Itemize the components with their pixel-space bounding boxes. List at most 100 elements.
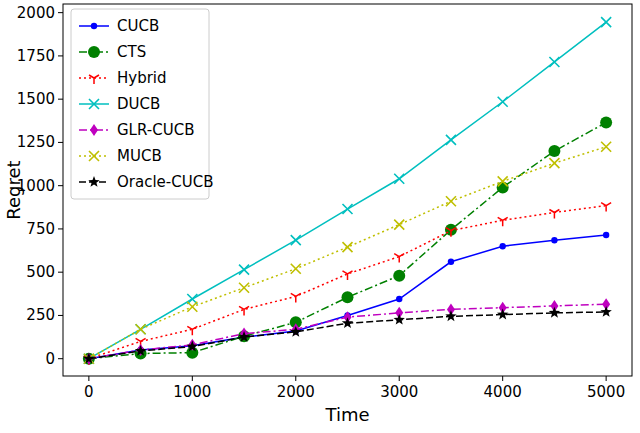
data-point — [448, 259, 454, 265]
data-point — [549, 57, 559, 67]
y-tick-label: 2000 — [17, 4, 55, 22]
data-point — [548, 145, 560, 157]
data-point — [394, 314, 405, 325]
data-point — [445, 224, 457, 236]
data-point — [446, 228, 456, 237]
x-tick-label: 2000 — [277, 383, 315, 401]
chart: 0100020003000400050000250500750100012501… — [0, 0, 640, 433]
data-point — [342, 317, 353, 328]
data-point — [601, 203, 611, 212]
y-tick — [58, 55, 63, 56]
legend-marker — [88, 46, 100, 58]
y-tick — [58, 142, 63, 143]
x-tick — [502, 376, 503, 381]
data-point — [136, 324, 146, 334]
series-line — [89, 304, 606, 359]
data-point — [549, 158, 559, 168]
data-point — [239, 306, 249, 315]
data-point — [601, 17, 611, 27]
series-line — [89, 147, 606, 359]
y-tick — [58, 272, 63, 273]
y-tick-label: 1750 — [17, 47, 55, 65]
y-tick — [58, 228, 63, 229]
legend-marker — [90, 124, 98, 136]
series-line — [89, 312, 606, 359]
data-point — [187, 341, 198, 352]
data-point — [551, 237, 557, 243]
x-tick-label: 3000 — [380, 383, 418, 401]
plot-frame — [63, 4, 632, 376]
legend-label: CTS — [117, 43, 146, 61]
y-tick — [58, 185, 63, 186]
data-point — [291, 293, 301, 302]
x-tick-label: 1000 — [173, 383, 211, 401]
x-tick-label: 4000 — [484, 383, 522, 401]
y-tick — [58, 315, 63, 316]
data-point — [343, 271, 353, 280]
legend-label: DUCB — [117, 95, 160, 113]
legend-label: GLR-CUCB — [117, 121, 194, 139]
legend-marker — [91, 23, 97, 29]
x-tick — [606, 376, 607, 381]
data-point — [498, 176, 508, 186]
data-point — [394, 254, 404, 263]
data-point — [396, 296, 402, 302]
legend-marker — [88, 176, 99, 187]
data-point — [499, 243, 505, 249]
data-point — [393, 270, 405, 282]
y-tick-label: 500 — [26, 263, 55, 281]
y-tick-label: 750 — [26, 220, 55, 238]
data-point — [136, 324, 146, 334]
data-point — [343, 204, 353, 214]
data-point — [549, 209, 559, 218]
data-point — [290, 326, 301, 337]
legend-label: CUCB — [117, 17, 159, 35]
data-point — [291, 264, 301, 274]
data-point — [135, 345, 146, 356]
series-line — [89, 206, 606, 359]
y-tick-label: 1500 — [17, 90, 55, 108]
data-point — [187, 326, 197, 335]
legend-label: MUCB — [117, 147, 162, 165]
data-point — [600, 117, 612, 129]
y-tick — [58, 12, 63, 13]
legend-label: Oracle-CUCB — [117, 173, 213, 191]
data-point — [446, 135, 456, 145]
series-line — [89, 235, 606, 359]
data-point — [446, 196, 456, 206]
x-tick-label: 5000 — [587, 383, 625, 401]
legend-marker — [89, 75, 99, 84]
data-point — [238, 330, 250, 342]
data-point — [83, 353, 94, 364]
x-tick — [399, 376, 400, 381]
y-tick — [58, 358, 63, 359]
x-tick — [88, 376, 89, 381]
legend-box — [71, 9, 209, 199]
data-point — [394, 220, 404, 230]
data-point — [498, 217, 508, 226]
data-point — [498, 97, 508, 107]
data-point — [600, 306, 611, 317]
x-axis-label: Time — [324, 404, 369, 425]
legend-marker — [89, 151, 99, 161]
y-axis-label: Regret — [3, 160, 24, 219]
data-point — [445, 310, 456, 321]
series-line — [89, 22, 606, 359]
y-tick-label: 250 — [26, 306, 55, 324]
data-point — [497, 309, 508, 320]
legend-marker — [89, 99, 99, 109]
data-point — [601, 142, 611, 152]
data-point — [343, 242, 353, 252]
data-point — [239, 283, 249, 293]
data-point — [394, 174, 404, 184]
y-tick — [58, 99, 63, 100]
x-tick — [192, 376, 193, 381]
plot-area — [83, 17, 612, 365]
data-point — [187, 302, 197, 312]
data-point — [238, 331, 249, 342]
data-point — [603, 232, 609, 238]
data-point — [549, 307, 560, 318]
data-point — [239, 265, 249, 275]
data-point — [342, 291, 354, 303]
legend-label: Hybrid — [117, 69, 167, 87]
